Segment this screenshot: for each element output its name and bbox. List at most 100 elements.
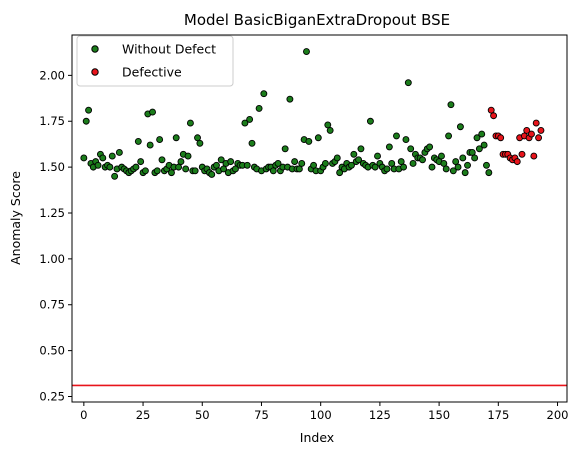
y-tick-label: 0.75 [39,298,65,312]
point-defective [536,135,542,141]
legend: Without Defect Defective [77,36,233,86]
y-tick-label: 1.50 [39,160,65,174]
point-defective [533,120,539,126]
point-without-defect [135,138,141,144]
point-without-defect [83,118,89,124]
point-without-defect [465,162,471,168]
point-without-defect [429,164,435,170]
point-without-defect [192,168,198,174]
point-without-defect [178,159,184,165]
point-without-defect [427,144,433,150]
point-without-defect [405,80,411,86]
x-tick-label: 150 [428,408,450,422]
x-tick-label: 175 [487,408,509,422]
point-without-defect [147,142,153,148]
point-without-defect [386,144,392,150]
point-without-defect [455,164,461,170]
point-without-defect [358,146,364,152]
point-without-defect [116,149,122,155]
point-without-defect [483,162,489,168]
point-without-defect [187,120,193,126]
x-axis-label: Index [300,430,334,445]
point-without-defect [457,124,463,130]
point-without-defect [133,164,139,170]
plot-area-frame [72,35,567,402]
point-without-defect [334,155,340,161]
point-without-defect [209,171,215,177]
y-tick-label: 0.25 [39,389,65,403]
point-without-defect [401,164,407,170]
point-without-defect [249,140,255,146]
point-without-defect [460,155,466,161]
chart-title: Model BasicBiganExtraDropout BSE [184,11,450,29]
legend-marker-without-defect [92,46,98,52]
y-axis-label: Anomaly Score [8,171,23,265]
y-tick-label: 1.00 [39,252,65,266]
point-defective [538,127,544,133]
point-without-defect [481,142,487,148]
point-without-defect [173,135,179,141]
x-tick-label: 100 [310,408,332,422]
point-without-defect [107,164,113,170]
point-without-defect [443,166,449,172]
point-defective [528,131,534,137]
x-tick-label: 25 [136,408,151,422]
point-without-defect [159,157,165,163]
point-without-defect [185,153,191,159]
point-without-defect [150,109,156,115]
x-tick-label: 125 [369,408,391,422]
y-tick-label: 2.00 [39,68,65,82]
point-without-defect [197,140,203,146]
point-without-defect [247,116,253,122]
point-without-defect [384,166,390,172]
x-tick-label: 0 [80,408,87,422]
x-tick-label: 75 [254,408,269,422]
point-without-defect [462,170,468,176]
y-tick-label: 0.50 [39,344,65,358]
point-without-defect [393,133,399,139]
point-without-defect [157,137,163,143]
point-without-defect [375,153,381,159]
point-without-defect [112,173,118,179]
legend-label-without-defect: Without Defect [122,42,216,57]
point-without-defect [228,159,234,165]
point-without-defect [446,133,452,139]
axis-ticks: 0 25 50 75 100 125 150 175 200 0.25 0.50 0.75 1.00 1.… [39,68,568,422]
point-without-defect [95,162,101,168]
point-without-defect [86,107,92,113]
point-without-defect [100,155,106,161]
point-without-defect [408,146,414,152]
point-without-defect [420,157,426,163]
point-without-defect [256,105,262,111]
legend-marker-defective [92,69,98,75]
point-defective [491,113,497,119]
point-without-defect [351,151,357,157]
point-without-defect [403,137,409,143]
point-without-defect [410,160,416,166]
point-without-defect [282,146,288,152]
point-without-defect [154,168,160,174]
point-without-defect [472,155,478,161]
point-without-defect [183,166,189,172]
point-without-defect [292,159,298,165]
y-tick-label: 1.25 [39,206,65,220]
point-without-defect [109,153,115,159]
point-without-defect [303,49,309,55]
point-without-defect [81,155,87,161]
point-without-defect [138,159,144,165]
x-tick-label: 50 [195,408,210,422]
point-without-defect [142,168,148,174]
point-defective [498,135,504,141]
point-without-defect [438,153,444,159]
point-without-defect [299,160,305,166]
point-without-defect [261,91,267,97]
point-defective [514,159,520,165]
point-without-defect [322,160,328,166]
point-without-defect [287,96,293,102]
point-without-defect [448,102,454,108]
legend-label-defective: Defective [122,65,182,80]
point-without-defect [479,131,485,137]
y-tick-label: 1.75 [39,114,65,128]
